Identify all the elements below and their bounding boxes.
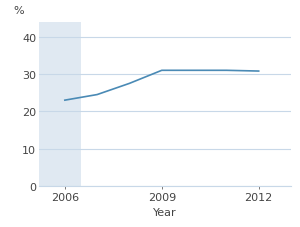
- X-axis label: Year: Year: [153, 207, 177, 217]
- Bar: [39, 23, 81, 186]
- Text: %: %: [14, 6, 24, 16]
